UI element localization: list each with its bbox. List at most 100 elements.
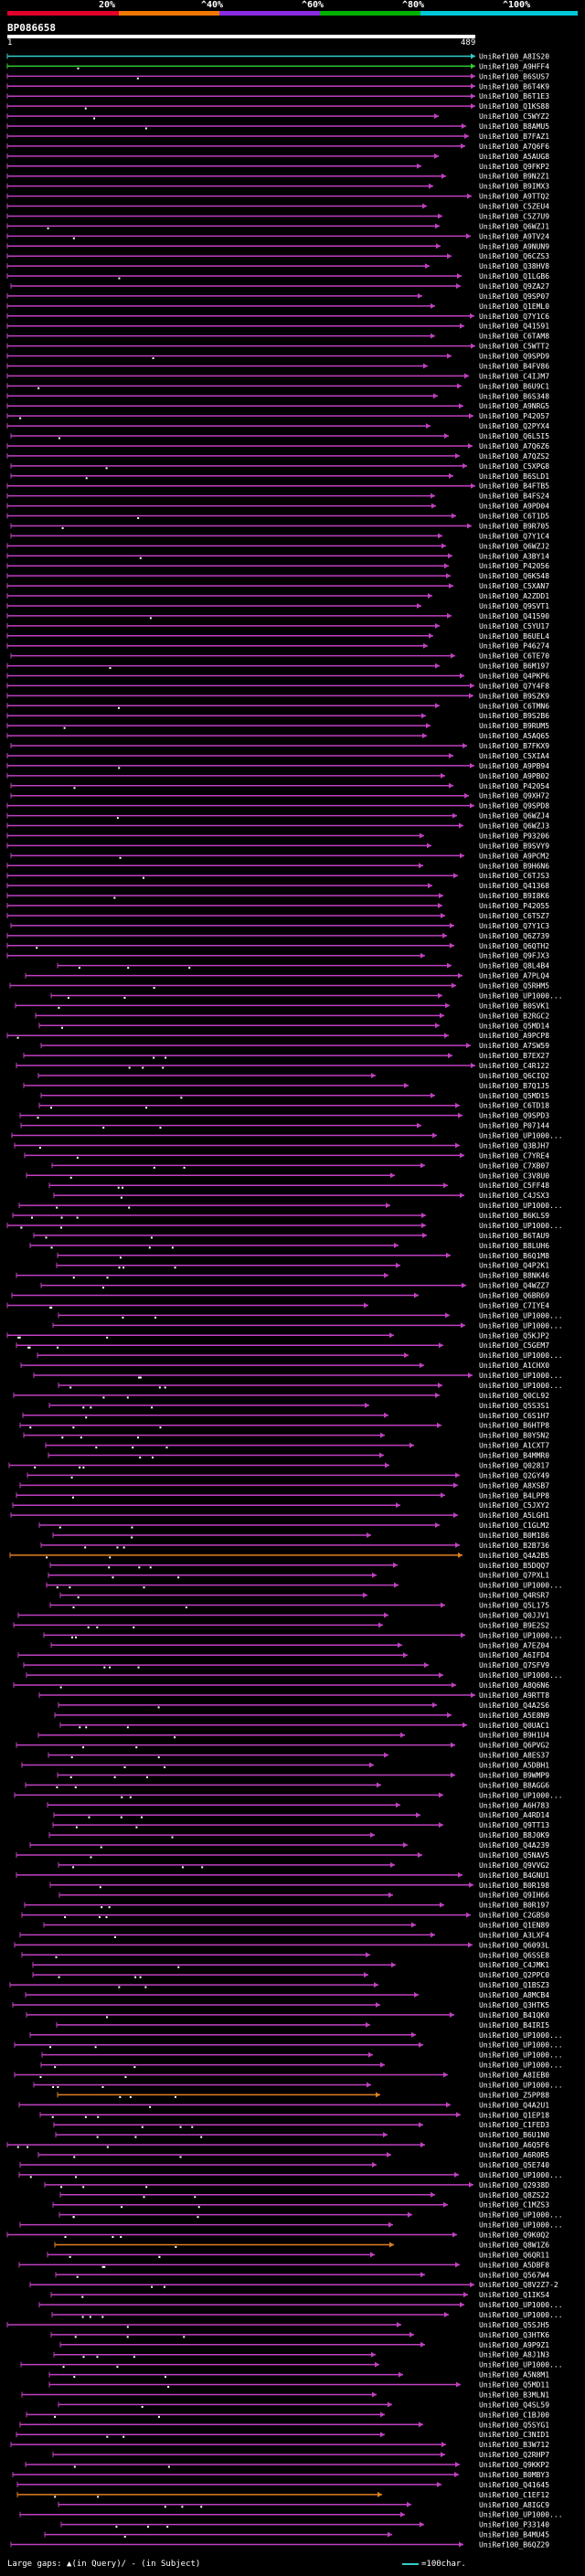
hit-label[interactable]: UniRef100_Q5L175: [479, 1602, 549, 1610]
hit-label[interactable]: UniRef100_B4GNU1: [479, 1871, 549, 1880]
hit-label[interactable]: UniRef100_B0R197: [479, 1902, 549, 1910]
hit-label[interactable]: UniRef100_Q6WZJ2: [479, 542, 549, 550]
hit-label[interactable]: UniRef100_B9SZK9: [479, 692, 549, 700]
hit-label[interactable]: UniRef100_P07144: [479, 1122, 549, 1130]
hit-label[interactable]: UniRef100_P33140: [479, 2521, 549, 2529]
hit-label[interactable]: UniRef100_UP1000...: [479, 1791, 563, 1799]
hit-label[interactable]: UniRef100_A5AQ65: [479, 732, 549, 740]
hit-label[interactable]: UniRef100_Q6CIQ2: [479, 1072, 549, 1080]
hit-label[interactable]: UniRef100_B7FAZ1: [479, 133, 549, 141]
hit-label[interactable]: UniRef100_Q9ZA27: [479, 282, 549, 291]
hit-label[interactable]: UniRef100_C1GLM2: [479, 1521, 549, 1530]
hit-label[interactable]: UniRef100_UP1000...: [479, 1222, 563, 1230]
hit-label[interactable]: UniRef100_Q9K0Q2: [479, 2231, 549, 2240]
hit-label[interactable]: UniRef100_Z5PP88: [479, 2091, 549, 2099]
hit-label[interactable]: UniRef100_Q7Y1C4: [479, 532, 549, 540]
hit-label[interactable]: UniRef100_Q1IKS4: [479, 2291, 549, 2299]
hit-label[interactable]: UniRef100_C5WYZ2: [479, 112, 549, 121]
hit-label[interactable]: UniRef100_B4FTB5: [479, 482, 549, 491]
hit-label[interactable]: UniRef100_Q3BJH7: [479, 1141, 549, 1150]
hit-label[interactable]: UniRef100_Q1BSZ3: [479, 1981, 549, 1989]
hit-label[interactable]: UniRef100_Q6QTH2: [479, 942, 549, 950]
hit-label[interactable]: UniRef100_B7FKX9: [479, 742, 549, 750]
hit-label[interactable]: UniRef100_Q2PYX4: [479, 422, 549, 430]
hit-label[interactable]: UniRef100_Q5E740: [479, 2161, 549, 2169]
hit-label[interactable]: UniRef100_Q0UAC1: [479, 1722, 549, 1730]
hit-label[interactable]: UniRef100_Q5RHM5: [479, 982, 549, 991]
hit-label[interactable]: UniRef100_Q1EN89: [479, 1922, 549, 1930]
hit-label[interactable]: UniRef100_B6SLD1: [479, 472, 549, 481]
hit-label[interactable]: UniRef100_A8J1N3: [479, 2351, 549, 2359]
hit-label[interactable]: UniRef100_A9TTQ2: [479, 193, 549, 201]
hit-label[interactable]: UniRef100_A7Q6Z6: [479, 442, 549, 451]
hit-label[interactable]: UniRef100_Q5MD14: [479, 1022, 549, 1030]
hit-label[interactable]: UniRef100_Q9IH66: [479, 1892, 549, 1900]
hit-label[interactable]: UniRef100_B4MU45: [479, 2531, 549, 2539]
hit-label[interactable]: UniRef100_A7PLQ4: [479, 972, 549, 981]
hit-label[interactable]: UniRef100_Q4PKP6: [479, 673, 549, 681]
hit-label[interactable]: UniRef100_UP1000...: [479, 2301, 563, 2309]
hit-label[interactable]: UniRef100_Q9SP07: [479, 292, 549, 301]
hit-label[interactable]: UniRef100_Q4RSR7: [479, 1592, 549, 1600]
hit-label[interactable]: UniRef100_B7EX27: [479, 1052, 549, 1060]
hit-label[interactable]: UniRef100_B6U9C1: [479, 382, 549, 390]
hit-label[interactable]: UniRef100_B9IMX3: [479, 183, 549, 191]
hit-label[interactable]: UniRef100_B8J0K9: [479, 1831, 549, 1839]
hit-label[interactable]: UniRef100_Q0CL92: [479, 1392, 549, 1400]
hit-label[interactable]: UniRef100_C5XIA4: [479, 752, 549, 760]
hit-label[interactable]: UniRef100_UP1000...: [479, 2051, 563, 2060]
hit-label[interactable]: UniRef100_B6T1E3: [479, 92, 549, 101]
hit-label[interactable]: UniRef100_A8MCB4: [479, 1991, 549, 1999]
hit-label[interactable]: UniRef100_B0R198: [479, 1882, 549, 1890]
hit-label[interactable]: UniRef100_Q4P2K1: [479, 1262, 549, 1270]
hit-label[interactable]: UniRef100_B9I8K6: [479, 892, 549, 900]
hit-label[interactable]: UniRef100_A9PD04: [479, 503, 549, 511]
hit-label[interactable]: UniRef100_B6S348: [479, 392, 549, 400]
hit-label[interactable]: UniRef100_C6T5Z7: [479, 912, 549, 920]
hit-label[interactable]: UniRef100_Q9FJX3: [479, 952, 549, 960]
hit-label[interactable]: UniRef100_UP1000...: [479, 2171, 563, 2179]
hit-label[interactable]: UniRef100_A9P9Z1: [479, 2341, 549, 2349]
hit-label[interactable]: UniRef100_P42057: [479, 412, 549, 420]
hit-label[interactable]: UniRef100_A9RTT8: [479, 1691, 549, 1700]
hit-label[interactable]: UniRef100_B0MBY3: [479, 2471, 549, 2479]
hit-label[interactable]: UniRef100_Q9KKP2: [479, 2461, 549, 2469]
hit-label[interactable]: UniRef100_C1FED3: [479, 2121, 549, 2129]
hit-label[interactable]: UniRef100_A9PB94: [479, 762, 549, 770]
hit-label[interactable]: UniRef100_UP1000...: [479, 1631, 563, 1639]
hit-label[interactable]: UniRef100_C6TAM8: [479, 333, 549, 341]
hit-label[interactable]: UniRef100_Q41645: [479, 2481, 549, 2489]
hit-label[interactable]: UniRef100_P93206: [479, 832, 549, 840]
hit-label[interactable]: UniRef100_C5XPG8: [479, 462, 549, 471]
hit-label[interactable]: UniRef100_UP1000...: [479, 1311, 563, 1320]
hit-label[interactable]: UniRef100_B5DQQ7: [479, 1562, 549, 1570]
hit-label[interactable]: UniRef100_UP1000...: [479, 2511, 563, 2519]
hit-label[interactable]: UniRef100_Q7SFV9: [479, 1661, 549, 1670]
hit-label[interactable]: UniRef100_A9PCP8: [479, 1032, 549, 1040]
hit-label[interactable]: UniRef100_Q4A239: [479, 1841, 549, 1850]
hit-label[interactable]: UniRef100_C1MZS3: [479, 2201, 549, 2210]
hit-label[interactable]: UniRef100_B4LPP8: [479, 1491, 549, 1500]
hit-label[interactable]: UniRef100_A1CXT7: [479, 1442, 549, 1450]
hit-label[interactable]: UniRef100_C6TJS3: [479, 872, 549, 880]
hit-label[interactable]: UniRef100_Q9FKP2: [479, 163, 549, 171]
hit-label[interactable]: UniRef100_Q6WZJ1: [479, 222, 549, 230]
hit-label[interactable]: UniRef100_A8XSB7: [479, 1481, 549, 1489]
hit-label[interactable]: UniRef100_C1BJ00: [479, 2411, 549, 2419]
hit-label[interactable]: UniRef100_A6H783: [479, 1801, 549, 1809]
hit-label[interactable]: UniRef100_Q6093L: [479, 1941, 549, 1949]
hit-label[interactable]: UniRef100_P42055: [479, 902, 549, 910]
hit-label[interactable]: UniRef100_Q9TT13: [479, 1821, 549, 1829]
hit-label[interactable]: UniRef100_C1EF12: [479, 2491, 549, 2499]
hit-label[interactable]: UniRef100_Q2PPC0: [479, 1971, 549, 1979]
hit-label[interactable]: UniRef100_A1CHX0: [479, 1362, 549, 1370]
hit-label[interactable]: UniRef100_C6S1H7: [479, 1412, 549, 1420]
hit-label[interactable]: UniRef100_Q2GY49: [479, 1471, 549, 1479]
hit-label[interactable]: UniRef100_Q2938D: [479, 2181, 549, 2189]
hit-label[interactable]: UniRef100_A3BY14: [479, 552, 549, 560]
hit-label[interactable]: UniRef100_Q41591: [479, 323, 549, 331]
hit-label[interactable]: UniRef100_Q6L5I5: [479, 432, 549, 440]
hit-label[interactable]: UniRef100_A7QZS2: [479, 452, 549, 461]
hit-label[interactable]: UniRef100_A8ES37: [479, 1752, 549, 1760]
hit-label[interactable]: UniRef100_B9RUM5: [479, 722, 549, 730]
